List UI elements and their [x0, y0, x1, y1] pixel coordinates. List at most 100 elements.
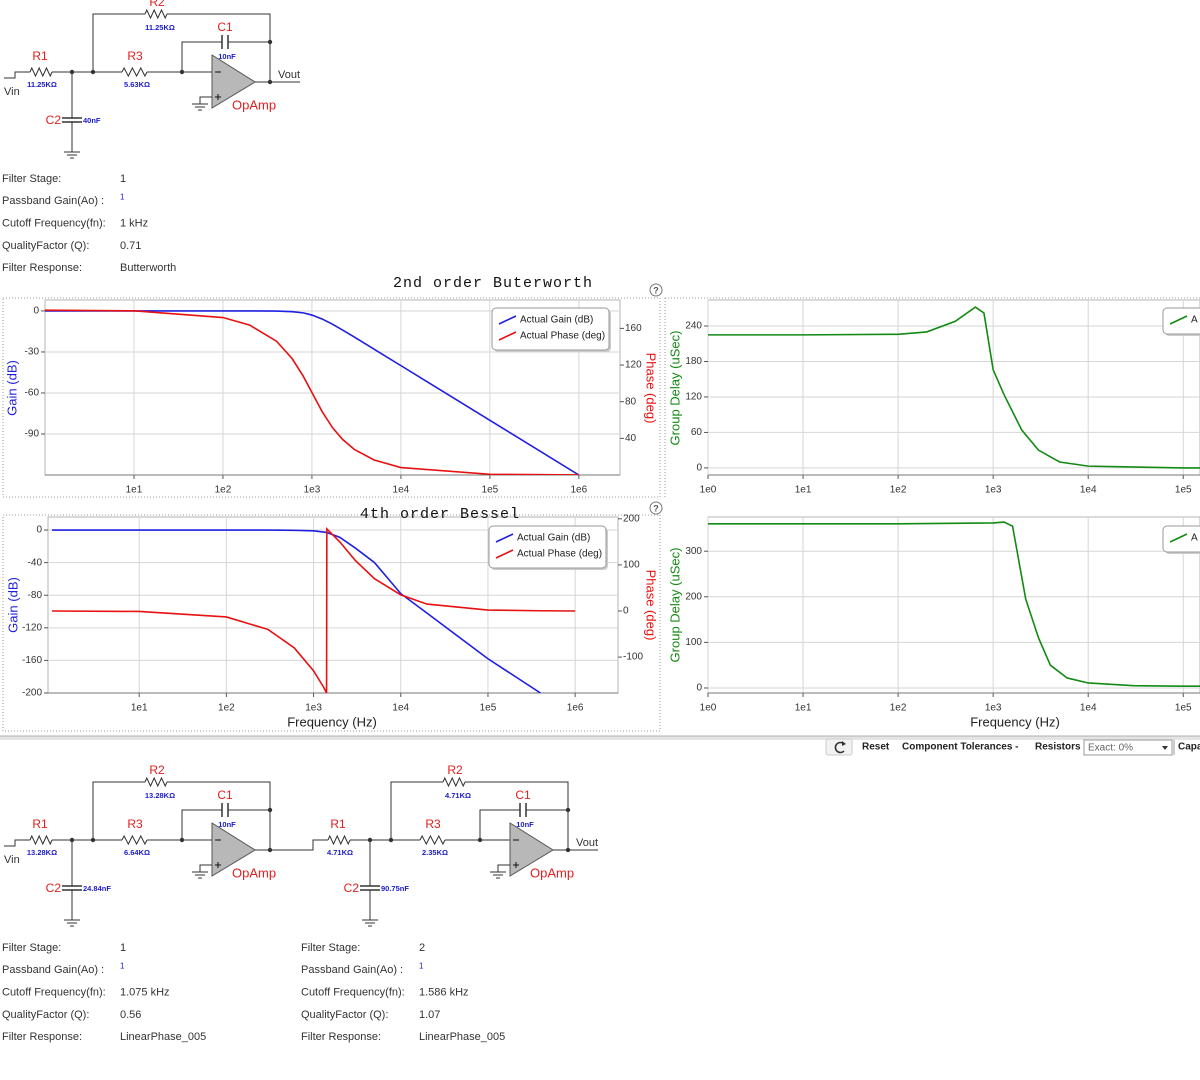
series-line: [51, 527, 576, 693]
help-mark[interactable]: ?: [653, 503, 659, 513]
info-value: 1.07: [419, 1009, 440, 1021]
component-value: 11.25KΩ: [145, 23, 175, 32]
dropdown-arrow[interactable]: [1162, 746, 1168, 750]
wire: [270, 839, 328, 851]
x-tick-label: 1e2: [890, 703, 907, 714]
y2-tick-label: 100: [623, 560, 640, 571]
legend-box: [491, 307, 610, 351]
component-value: 11.25KΩ: [27, 80, 57, 89]
info-value: 0.71: [120, 240, 141, 252]
opamp-symbol: [211, 54, 256, 109]
info-value: 0.56: [120, 1009, 141, 1021]
chart-panel: [2, 297, 661, 498]
y-tick-label: 300: [685, 546, 702, 557]
y-tick-label: 120: [685, 392, 702, 403]
x-tick-label: 1e0: [700, 703, 717, 714]
chart: 1e1 1e2 1e3 1e4 1e5 1e6 0 -30 -60 -90 160 120 80 40 Ac…: [4, 275, 658, 496]
filter-design: Vout Vin R2 11.25KΩ C1 10nF R1 11.25KΩ R3 5.63KΩ C…: [2, 0, 300, 274]
info-label: Cutoff Frequency(fn):: [2, 218, 106, 230]
x-tick-label: 1e3: [305, 703, 322, 714]
component-name: R3: [127, 49, 143, 63]
legend-swatch: [498, 331, 517, 341]
x-tick-label: 1e0: [700, 485, 717, 496]
help-button[interactable]: ?: [649, 283, 663, 297]
legend-swatch: [495, 533, 514, 543]
x-tick-label: 1e4: [393, 485, 410, 496]
chart: 1e1 1e2 1e3 1e4 1e5 1e6 0 -40 -80 -120 -160 -200 200…: [5, 506, 658, 729]
junction: [267, 807, 273, 813]
chart-title: 4th order Bessel: [360, 506, 520, 523]
x-tick-label: 1e1: [126, 485, 143, 496]
reset-button[interactable]: Reset: [825, 738, 890, 756]
reset-icon[interactable]: [834, 741, 845, 754]
component-name: R2: [149, 0, 165, 9]
reset-icon-frame[interactable]: [825, 738, 853, 756]
component-value: 10nF: [218, 820, 236, 829]
component-name: C1: [515, 788, 531, 802]
junction: [565, 807, 571, 813]
component-value: 5.63KΩ: [124, 80, 150, 89]
y2-tick-label: -100: [623, 652, 643, 663]
help-button[interactable]: ?: [649, 501, 663, 515]
legend-swatch: [1169, 533, 1188, 543]
chart: 1e0 1e1 1e2 1e3 1e4 1e5 0 60 120 180 240 A Group Del…: [667, 299, 1200, 496]
info-label: QualityFactor (Q):: [2, 240, 89, 252]
component-value: 13.28KΩ: [27, 848, 57, 857]
help-icon[interactable]: [649, 501, 663, 515]
component-value: 4.71KΩ: [327, 848, 353, 857]
vin-label: Vin: [4, 854, 20, 866]
resistor: [419, 834, 446, 846]
info-label: QualityFactor (Q):: [2, 1009, 89, 1021]
y-tick-label: 0: [36, 525, 42, 536]
y-tick-label: 200: [685, 591, 702, 602]
x-axis-label: Frequency (Hz): [970, 714, 1060, 729]
component-name: R1: [330, 817, 346, 831]
component-name: C2: [46, 113, 62, 127]
component-name: R2: [149, 763, 165, 777]
info-label: Passband Gain(Ao) :: [2, 964, 104, 976]
legend-label: A: [1191, 315, 1198, 326]
resistor-tolerance-dropdown[interactable]: Exact: 0%: [1083, 739, 1173, 756]
opamp-label: OpAmp: [232, 865, 276, 880]
y-tick-label: 0: [33, 306, 39, 317]
component-value: 6.64KΩ: [124, 848, 150, 857]
help-mark[interactable]: ?: [653, 285, 659, 295]
info-label: QualityFactor (Q):: [301, 1009, 388, 1021]
legend-label: Actual Phase (deg): [520, 331, 605, 342]
y-axis-label: Group Delay (uSec): [667, 548, 682, 663]
component-name: R2: [447, 763, 463, 777]
wire: [497, 864, 510, 872]
x-tick-label: 1e2: [215, 485, 232, 496]
y-tick-label: -120: [22, 622, 42, 633]
plot-area: [707, 299, 1200, 476]
y-tick-label: -160: [22, 655, 42, 666]
dropdown-box[interactable]: [1083, 739, 1173, 756]
x-tick-label: 1e2: [218, 703, 235, 714]
reset-label[interactable]: Reset: [862, 742, 890, 753]
resistor: [144, 8, 168, 20]
resistor: [442, 776, 466, 788]
wire: [181, 41, 222, 72]
reset-arrow[interactable]: [842, 741, 846, 746]
component-value: 13.28KΩ: [145, 791, 175, 800]
y-tick-label: 60: [691, 427, 703, 438]
component-value: 24.84nF: [83, 884, 111, 893]
info-value: 1: [120, 192, 125, 201]
y-tick-label: 0: [696, 463, 702, 474]
dropdown-value[interactable]: Exact: 0%: [1088, 743, 1133, 754]
legend-label: Actual Gain (dB): [520, 315, 593, 326]
component-name: C2: [344, 881, 360, 895]
component-value: 2.35KΩ: [422, 848, 448, 857]
info-value: 1.075 kHz: [120, 987, 170, 999]
y2-tick-label: 0: [623, 606, 629, 617]
legend-box: [488, 525, 607, 569]
help-icon[interactable]: [649, 283, 663, 297]
y2-tick-label: 80: [625, 396, 637, 407]
legend-label: Actual Gain (dB): [517, 533, 590, 544]
component-value: 40nF: [83, 116, 101, 125]
resistor: [29, 66, 53, 78]
info-label: Cutoff Frequency(fn):: [2, 987, 106, 999]
